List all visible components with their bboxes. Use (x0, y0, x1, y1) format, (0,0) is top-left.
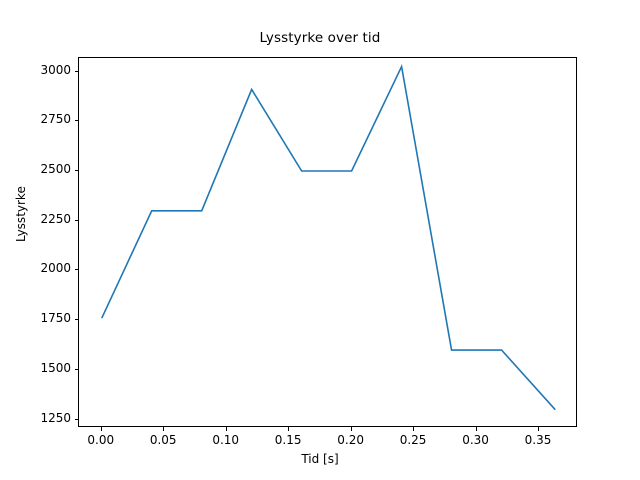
y-tick-label: 1500 (40, 360, 71, 375)
y-tick-label: 1750 (40, 311, 71, 326)
x-tick-label: 0.20 (337, 433, 364, 447)
chart-title: Lysstyrke over tid (259, 30, 381, 46)
y-tick-label: 2500 (40, 161, 71, 176)
y-tick-label: 2250 (40, 211, 71, 226)
x-tick-label: 0.30 (462, 433, 489, 447)
x-tick-label: 0.05 (149, 433, 177, 447)
y-axis-label: Lysstyrke (14, 186, 28, 242)
x-tick-label: 0.15 (274, 433, 302, 447)
y-tick-label: 3000 (40, 62, 71, 77)
x-tick-label: 0.25 (399, 433, 427, 447)
x-tick-label: 0.00 (87, 433, 115, 447)
x-tick-label: 0.35 (524, 433, 552, 447)
x-axis-label: Tid [s] (301, 452, 339, 466)
y-tick-label: 2750 (40, 112, 71, 127)
y-tick-label: 1250 (40, 410, 71, 425)
line-plot-svg (101, 63, 556, 411)
plot-axes (78, 57, 577, 427)
data-series-line (101, 63, 556, 411)
x-tick-label: 0.10 (212, 433, 240, 447)
y-tick-label: 2000 (40, 261, 71, 276)
